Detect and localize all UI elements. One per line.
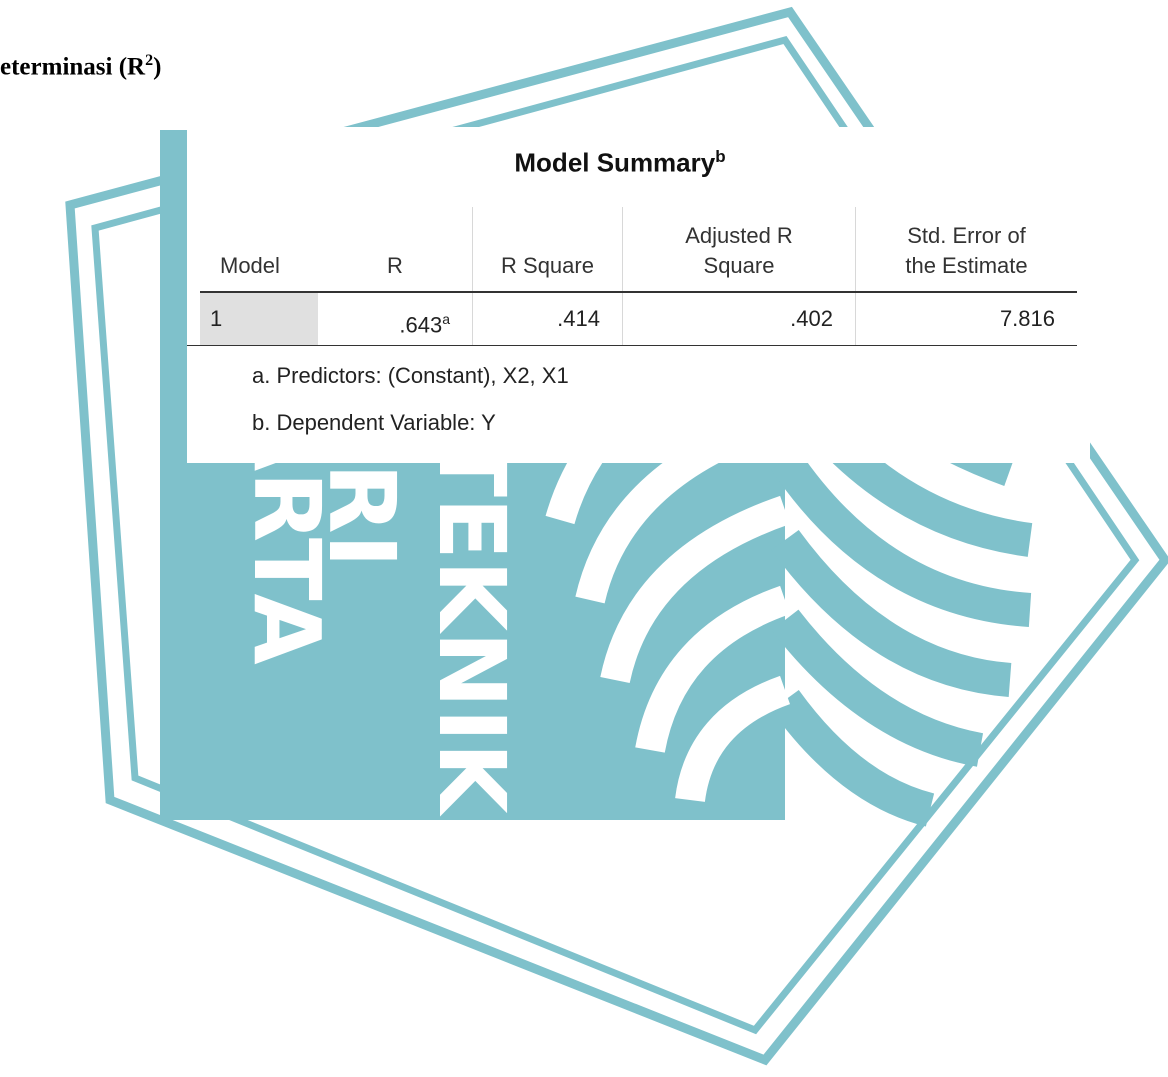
column-header: R xyxy=(318,207,472,291)
row-rule xyxy=(187,345,1077,346)
header-line: Square xyxy=(623,251,855,281)
header-line: Model xyxy=(220,251,318,281)
table-cell: 7.816 xyxy=(855,293,1077,345)
cell-value: 7.816 xyxy=(1000,306,1055,331)
heading-tail: ) xyxy=(153,53,161,80)
cell-value: .414 xyxy=(557,306,600,331)
page-body: {"heading": {"text": "eterminasi (R", "s… xyxy=(0,0,1168,1077)
title-text: Model Summary xyxy=(514,148,715,178)
header-line: the Estimate xyxy=(856,251,1077,281)
footnote: b. Dependent Variable: Y xyxy=(252,410,496,436)
table-cell: .643a xyxy=(318,293,472,345)
header-line: Adjusted R xyxy=(623,221,855,251)
header-line: Std. Error of xyxy=(856,221,1077,251)
column-header: Model xyxy=(200,207,318,291)
heading: eterminasi (R2) xyxy=(0,52,161,81)
title-sup: b xyxy=(715,147,725,166)
table-title: Model Summaryb xyxy=(187,147,1053,179)
cell-footnote-mark: a xyxy=(442,311,450,327)
cell-value: 1 xyxy=(210,306,222,331)
column-header: R Square xyxy=(472,207,622,291)
page: html, body { margin: 0; padding: 0; } bo… xyxy=(0,0,1168,1077)
table-cell: 1 xyxy=(200,293,318,345)
cell-value: .402 xyxy=(790,306,833,331)
heading-text: eterminasi (R xyxy=(0,53,145,80)
header-line: R xyxy=(318,251,472,281)
header-line: R Square xyxy=(473,251,622,281)
table-cell: .414 xyxy=(472,293,622,345)
table-cell: .402 xyxy=(622,293,855,345)
cell-value: .643 xyxy=(399,312,442,337)
heading-sup: 2 xyxy=(145,52,153,69)
footnote: a. Predictors: (Constant), X2, X1 xyxy=(252,363,569,389)
